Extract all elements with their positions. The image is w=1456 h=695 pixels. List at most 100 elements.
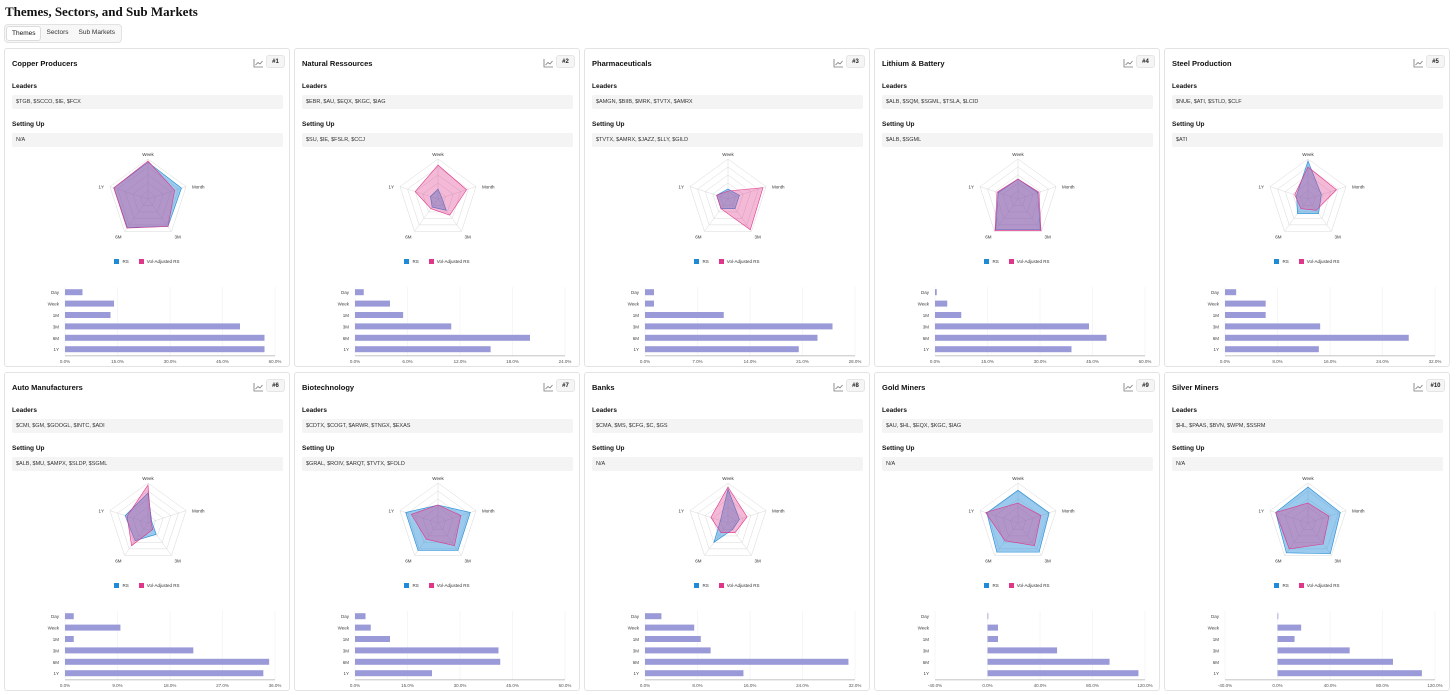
bar-week [65,624,121,631]
bar-category-label: Week [1208,302,1220,307]
legend-vol-adjusted-rs[interactable]: Vol-Adjusted RS [1298,259,1340,264]
legend-vol-adjusted-rs[interactable]: Vol-Adjusted RS [718,583,760,588]
setting-up-label: Setting Up [302,445,335,452]
bar-week [1277,624,1302,631]
legend-vol-adjusted-rs[interactable]: Vol-Adjusted RS [138,583,180,588]
legend-vol-adjusted-rs[interactable]: Vol-Adjusted RS [1008,583,1050,588]
setting-up-label: Setting Up [1172,121,1205,128]
performance-bar-chart: 0.0% 8.0% 16.0% 24.0% 32.0% Day Week 1M 3M 6M 1Y [1208,287,1441,364]
radar-spoke [109,510,149,524]
legend-rs[interactable]: RS [694,259,709,264]
bar-category-label: Day [1211,614,1220,619]
rank-badge: #4 [1136,55,1155,68]
tab-sectors[interactable]: Sectors [46,29,69,36]
legend-rs[interactable]: RS [1274,259,1289,264]
tab-sub-markets[interactable]: Sub Markets [78,29,116,36]
bar-3m [935,323,1089,330]
vol-swatch [428,583,434,588]
radar-grid-ring [1284,174,1332,219]
radar-grid-ring [1010,190,1026,206]
legend-rs[interactable]: RS [694,583,709,588]
bar-category-label: 6M [53,660,60,665]
bar-1m [1277,636,1295,642]
radar-series-vol [716,187,764,231]
radar-grid-ring [1002,182,1034,213]
vol-swatch [1298,259,1304,264]
legend-rs[interactable]: RS [984,259,999,264]
radar-grid-ring [1269,482,1347,556]
line-chart-icon[interactable] [541,57,555,69]
legend-vol-label: Vol-Adjusted RS [726,259,760,264]
radar-spoke [414,198,439,232]
legend-rs[interactable]: RS [1274,583,1289,588]
radar-axis-label: Week [432,476,444,481]
vol-swatch [1008,583,1014,588]
legend-vol-adjusted-rs[interactable]: Vol-Adjusted RS [428,583,470,588]
rank-badge: #10 [1426,379,1445,392]
radar-axis-label: Month [1352,185,1365,190]
bar-day [987,613,989,620]
line-chart-icon[interactable] [251,381,265,393]
radar-grid-ring [712,182,744,213]
vol-swatch [1298,583,1304,588]
radar-axis-label: 1Y [678,509,684,514]
radar-spoke [994,522,1019,556]
bar-tick-label: 40.0% [1034,683,1047,688]
bar-6m [1225,334,1409,341]
legend-rs[interactable]: RS [984,583,999,588]
rs-swatch [114,583,120,588]
bar-tick-label: 18.0% [506,359,519,364]
legend-vol-adjusted-rs[interactable]: Vol-Adjusted RS [1298,583,1340,588]
radar-axis-label: 3M [175,234,182,239]
legend-rs[interactable]: RS [404,583,419,588]
radar-legend: RS Vol-Adjusted RS [5,583,289,588]
bar-3m [65,647,194,654]
radar-axis-label: 3M [1335,234,1342,239]
bar-category-label: 6M [343,336,350,341]
radar-legend: RS Vol-Adjusted RS [875,583,1159,588]
line-chart-icon[interactable] [831,381,845,393]
line-chart-icon[interactable] [831,57,845,69]
leaders-label: Leaders [12,83,37,90]
radar-grid-ring [1002,506,1034,537]
line-chart-icon[interactable] [1411,57,1425,69]
bar-category-label: 1Y [633,347,639,352]
radar-spoke [399,186,439,200]
radar-legend: RS Vol-Adjusted RS [585,583,869,588]
card-title: Steel Production [1172,59,1232,68]
radar-spoke [1269,186,1309,200]
bar-1y [935,346,1072,353]
tab-themes[interactable]: Themes [6,26,42,41]
legend-rs[interactable]: RS [404,259,419,264]
bar-tick-label: 0.0% [1220,359,1230,364]
radar-spoke [147,522,172,556]
radar-spoke [689,510,729,524]
rank-badge: #6 [266,379,285,392]
line-chart-icon[interactable] [1121,381,1135,393]
legend-rs[interactable]: RS [114,583,129,588]
radar-grid-ring [994,498,1042,543]
bar-category-label: 1M [53,637,60,642]
line-chart-icon[interactable] [251,57,265,69]
radar-grid-ring [1300,514,1316,530]
legend-rs[interactable]: RS [114,259,129,264]
legend-vol-adjusted-rs[interactable]: Vol-Adjusted RS [138,259,180,264]
radar-grid-ring [132,506,164,537]
radar-spoke [994,198,1019,232]
bar-tick-label: 8.0% [1272,359,1282,364]
bar-category-label: 3M [633,648,640,653]
leaders-tickers: $AMGN, $BIIB, $MRK, $TVTX, $AMRX [592,95,863,109]
bar-category-label: 6M [1213,660,1220,665]
legend-vol-adjusted-rs[interactable]: Vol-Adjusted RS [1008,259,1050,264]
radar-axis-label: 1Y [968,185,974,190]
rs-swatch [114,259,120,264]
line-chart-icon[interactable] [541,381,555,393]
radar-grid-ring [414,174,462,219]
legend-vol-adjusted-rs[interactable]: Vol-Adjusted RS [718,259,760,264]
legend-vol-adjusted-rs[interactable]: Vol-Adjusted RS [428,259,470,264]
bar-tick-label: 15.0% [111,359,124,364]
line-chart-icon[interactable] [1121,57,1135,69]
line-chart-icon[interactable] [1411,381,1425,393]
bar-category-label: 1Y [343,671,349,676]
bar-day [1225,289,1237,296]
